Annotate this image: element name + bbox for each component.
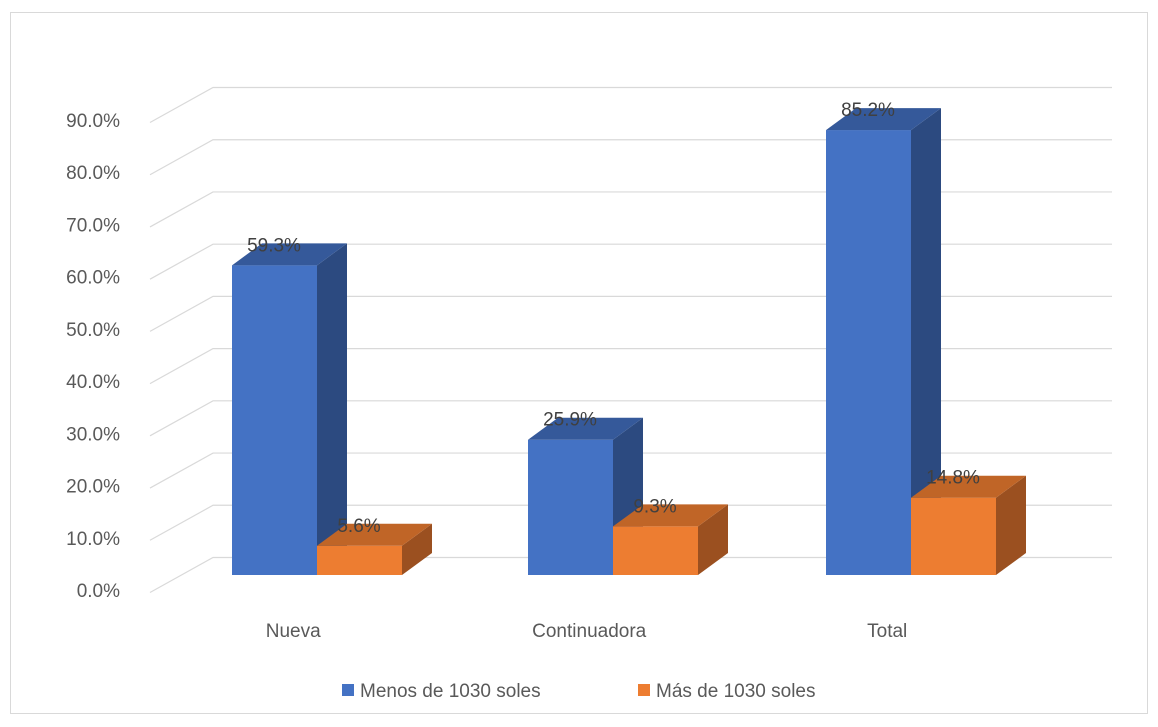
data-labels: 59.3% 5.6% 25.9% 9.3% 85.2% 14.8% (247, 100, 980, 537)
bar-side (698, 504, 728, 575)
bar-top (232, 243, 347, 266)
gridline (149, 556, 1112, 594)
bar-front (613, 526, 698, 575)
legend-label: Más de 1030 soles (656, 681, 816, 702)
gridline (149, 243, 1112, 280)
y-tick-label: 50.0% (66, 320, 120, 341)
data-label: 14.8% (926, 468, 980, 489)
y-tick-label: 70.0% (66, 215, 120, 236)
gridline (149, 452, 1112, 489)
y-tick-label: 90.0% (66, 111, 120, 132)
y-tick-label: 40.0% (66, 372, 120, 393)
category-label: Continuadora (532, 621, 647, 642)
bar-front (826, 130, 911, 576)
y-tick-label: 30.0% (66, 424, 120, 445)
y-tick-label: 20.0% (66, 477, 120, 498)
bar-side (911, 108, 941, 576)
bar-front (317, 545, 402, 575)
gridline (149, 86, 1112, 124)
bars (232, 108, 1026, 576)
data-label: 85.2% (841, 100, 895, 121)
gridlines (149, 86, 1112, 594)
gridline (149, 295, 1112, 332)
bar-front (528, 439, 613, 575)
legend-item: Menos de 1030 soles (342, 681, 541, 702)
data-label: 25.9% (543, 410, 597, 431)
bar-top (528, 417, 643, 440)
bar-front (911, 497, 996, 575)
gridline (149, 191, 1112, 228)
data-label: 9.3% (633, 496, 676, 517)
legend-swatch (342, 684, 354, 696)
y-tick-label: 80.0% (66, 163, 120, 184)
bar-side (996, 475, 1026, 575)
data-label: 59.3% (247, 235, 301, 256)
category-labels: Nueva Continuadora Total (266, 621, 908, 642)
category-label: Total (867, 621, 907, 642)
bar-top (911, 475, 1026, 498)
gridline (149, 400, 1112, 437)
bar-top (317, 523, 432, 546)
legend-swatch (638, 684, 650, 696)
y-axis-tick-labels: 0.0% 10.0% 20.0% 30.0% 40.0% 50.0% 60.0% 70.0% 8… (66, 111, 120, 602)
bar-top (826, 108, 941, 131)
chart-frame (10, 12, 1148, 714)
y-tick-label: 10.0% (66, 529, 120, 550)
category-label: Nueva (266, 621, 321, 642)
legend-label: Menos de 1030 soles (360, 681, 541, 702)
bar-side (402, 523, 432, 575)
gridline (149, 139, 1112, 176)
legend: Menos de 1030 soles Más de 1030 soles (342, 681, 816, 702)
legend-item: Más de 1030 soles (638, 681, 816, 702)
data-label: 5.6% (337, 516, 380, 537)
bar-side (317, 243, 347, 576)
gridline (149, 348, 1112, 385)
gridline (149, 504, 1112, 541)
y-tick-label: 0.0% (77, 581, 120, 602)
bar-front (232, 265, 317, 575)
y-tick-label: 60.0% (66, 268, 120, 289)
bar-top (613, 504, 728, 527)
